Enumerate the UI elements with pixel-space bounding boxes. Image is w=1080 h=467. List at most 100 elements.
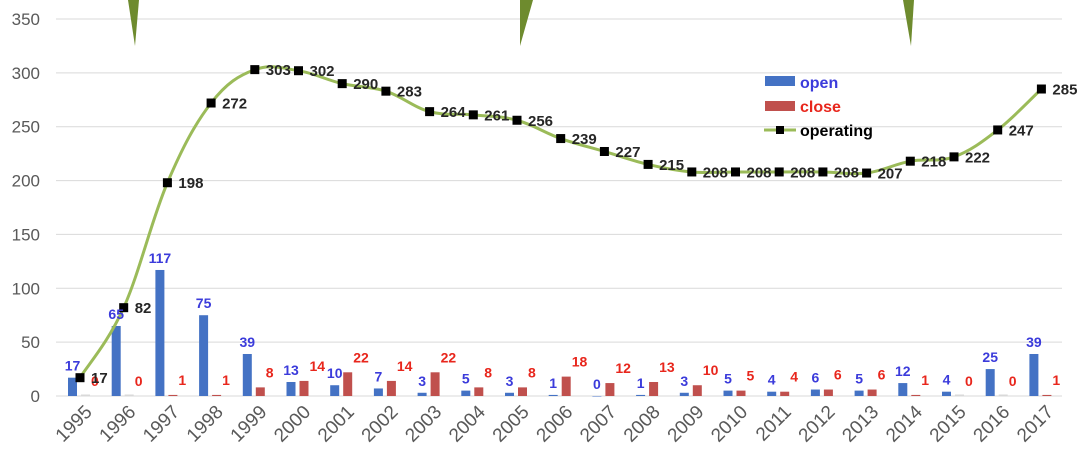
operating-label: 247: [1009, 122, 1034, 139]
x-tick-label: 2014: [882, 401, 927, 446]
y-tick-label: 50: [21, 333, 40, 352]
bar-open: [810, 389, 820, 396]
bar-close: [911, 394, 921, 396]
operating-marker: [119, 303, 129, 313]
operating-marker: [556, 134, 566, 144]
x-tick-label: 2001: [314, 402, 359, 447]
bar-close-label: 14: [310, 358, 326, 374]
bar-close-label: 12: [615, 360, 631, 376]
operating-label: 208: [834, 164, 859, 181]
operating-label: 227: [615, 144, 640, 161]
operating-marker: [774, 167, 784, 177]
legend-label-close: close: [800, 99, 841, 116]
operating-label: 222: [965, 149, 990, 166]
operating-marker: [250, 65, 260, 75]
bar-series: [68, 269, 1052, 397]
bar-close-label: 10: [703, 362, 719, 378]
bar-close: [255, 387, 265, 396]
bar-close-label: 1: [178, 372, 186, 388]
bar-open: [111, 325, 121, 396]
bar-close-label: 6: [878, 367, 886, 383]
x-tick-label: 2017: [1013, 402, 1058, 447]
x-tick-label: 2016: [970, 402, 1015, 447]
y-tick-label: 350: [12, 10, 40, 29]
x-tick-label: 1995: [52, 402, 97, 447]
operating-label: 272: [222, 96, 247, 113]
bar-close-label: 5: [747, 368, 755, 384]
bar-close-label: 8: [266, 364, 274, 380]
operating-label: 264: [441, 104, 467, 121]
bar-open-label: 12: [895, 363, 911, 379]
bar-open-label: 5: [724, 371, 732, 387]
bar-close-label: 1: [921, 372, 929, 388]
bar-close: [212, 394, 222, 396]
bar-open: [155, 269, 165, 396]
bar-open-label: 5: [855, 371, 863, 387]
bar-close: [1042, 394, 1052, 396]
operating-label: 82: [135, 300, 152, 317]
y-axis-ticks: 0 50 100 150 200 250 300 350: [12, 10, 40, 406]
operating-label: 17: [91, 370, 108, 387]
operating-line: [78, 65, 1043, 379]
operating-label: 290: [353, 76, 378, 93]
bar-close: [823, 389, 833, 396]
bar-close-label: 0: [135, 373, 143, 389]
operating-marker: [294, 66, 303, 76]
bar-open-label: 4: [768, 372, 776, 388]
bar-open: [679, 392, 689, 396]
bar-close-label: 6: [834, 367, 842, 383]
bar-close: [780, 391, 790, 396]
operating-label: 198: [178, 175, 203, 192]
bar-close: [430, 372, 440, 396]
operating-marker: [162, 178, 172, 188]
x-tick-label: 2015: [926, 402, 971, 447]
bar-open-label: 10: [327, 365, 343, 381]
x-tick-label: 2010: [707, 402, 752, 447]
operating-label: 261: [484, 107, 509, 124]
bar-close: [736, 390, 746, 396]
bar-close-label: 0: [1009, 373, 1017, 389]
bar-open: [461, 390, 471, 396]
y-tick-label: 100: [12, 279, 40, 298]
bar-close: [605, 383, 615, 396]
x-tick-label: 2000: [270, 402, 315, 447]
bar-open: [242, 353, 252, 396]
bar-close: [955, 394, 964, 396]
decorative-triangle: [128, 0, 139, 46]
bar-open-label: 6: [812, 370, 820, 386]
bar-close: [867, 389, 877, 396]
bar-close-label: 1: [222, 372, 230, 388]
operating-marker: [425, 107, 435, 117]
operating-label: 302: [310, 63, 335, 80]
legend-label-open: open: [800, 75, 838, 92]
bar-open-label: 1: [549, 375, 557, 391]
bar-close-label: 0: [91, 373, 99, 389]
bar-close: [692, 385, 702, 396]
operating-marker: [468, 110, 478, 120]
bar-open: [767, 391, 777, 396]
bar-close: [649, 381, 659, 396]
operating-marker: [599, 146, 609, 156]
bar-open: [854, 390, 864, 396]
bar-close-label: 22: [353, 349, 369, 365]
bar-close-label: 4: [790, 369, 798, 385]
x-tick-label: 2008: [620, 402, 665, 447]
bar-close: [124, 394, 134, 396]
x-tick-label: 2004: [445, 401, 490, 446]
bar-close: [386, 380, 396, 396]
bar-open-label: 7: [375, 368, 383, 384]
bar-open: [1029, 353, 1039, 396]
operating-label: 208: [790, 164, 815, 181]
operating-marker: [1036, 84, 1046, 94]
x-tick-label: 2007: [576, 402, 621, 447]
bar-close: [518, 387, 527, 396]
operating-marker: [206, 98, 216, 108]
legend: open close operating: [764, 75, 873, 140]
decorative-triangle: [903, 0, 914, 46]
bar-close: [474, 387, 484, 396]
bar-open: [199, 315, 209, 396]
bar-open-label: 0: [593, 376, 601, 392]
legend-label-operating: operating: [800, 123, 873, 140]
operating-marker: [731, 167, 740, 177]
